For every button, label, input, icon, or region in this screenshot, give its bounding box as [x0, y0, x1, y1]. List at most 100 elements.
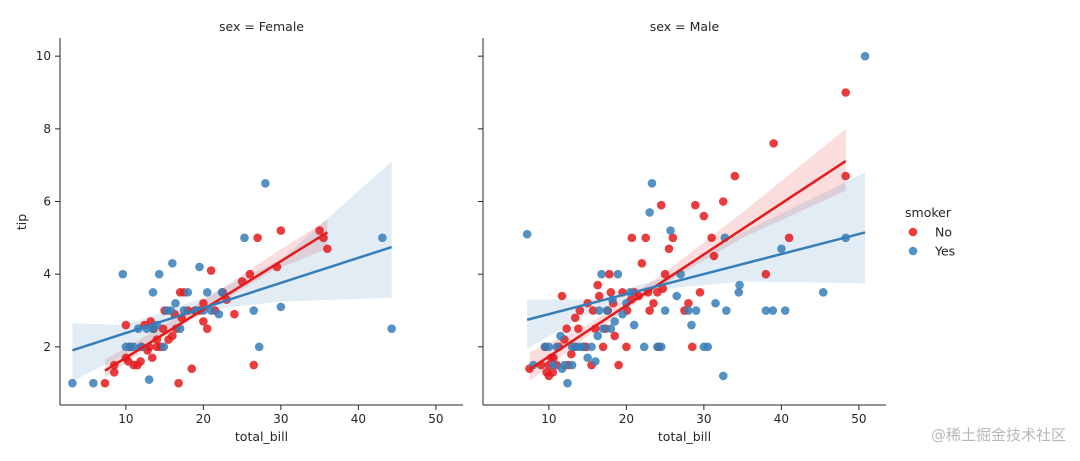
point-yes — [594, 306, 604, 315]
point-yes — [735, 280, 744, 290]
point-no — [641, 233, 651, 243]
point-no — [709, 251, 719, 261]
point-yes — [711, 298, 720, 308]
point-no — [637, 258, 647, 268]
facet-title: sex = Female — [219, 19, 304, 34]
y-axis-label: tip — [14, 214, 29, 230]
point-yes — [691, 306, 701, 315]
legend-marker-yes — [908, 246, 918, 256]
point-no — [614, 360, 623, 370]
point-no — [147, 353, 157, 363]
point-yes — [718, 371, 728, 381]
point-yes — [166, 306, 176, 315]
point-no — [687, 342, 697, 352]
point-yes — [687, 320, 696, 330]
point-yes — [148, 288, 158, 297]
regression-line-no — [528, 159, 847, 371]
point-no — [158, 324, 168, 333]
point-no — [100, 378, 110, 388]
point-yes — [777, 244, 786, 254]
point-yes — [602, 306, 612, 315]
point-yes — [144, 375, 154, 384]
point-no — [841, 88, 850, 97]
point-yes — [159, 342, 169, 352]
point-yes — [118, 269, 128, 279]
point-no — [574, 324, 583, 333]
point-yes — [703, 342, 713, 352]
point-no — [610, 331, 620, 341]
x-tick-label: 30 — [696, 412, 711, 426]
x-tick-label: 20 — [196, 412, 211, 426]
point-no — [761, 269, 771, 279]
point-yes — [722, 306, 731, 315]
point-yes — [645, 208, 654, 217]
point-yes — [89, 378, 98, 388]
point-yes — [261, 179, 270, 188]
point-yes — [629, 320, 639, 330]
facet-panel-2: sex = Male 10 20 30 40 50 total_bill — [478, 19, 886, 444]
point-no — [660, 269, 670, 279]
point-no — [199, 317, 208, 326]
point-no — [199, 298, 208, 308]
y-tick-label: 8 — [43, 122, 51, 136]
legend-label-no: No — [935, 225, 952, 240]
point-no — [249, 360, 259, 370]
point-yes — [522, 229, 532, 239]
point-no — [593, 280, 602, 290]
point-yes — [217, 288, 227, 297]
point-yes — [660, 306, 670, 315]
point-yes — [656, 342, 666, 352]
point-yes — [240, 233, 249, 243]
point-no — [649, 298, 658, 308]
x-tick-label: 40 — [351, 412, 366, 426]
point-no — [658, 284, 668, 294]
point-yes — [249, 306, 259, 315]
point-no — [656, 200, 666, 210]
point-no — [718, 197, 728, 206]
point-no — [606, 288, 616, 297]
point-no — [645, 306, 654, 315]
x-tick-label: 50 — [428, 412, 443, 426]
point-no — [769, 139, 778, 148]
x-axis-label: total_bill — [658, 429, 711, 444]
y-tick-label: 10 — [36, 49, 51, 63]
y-tick-label: 4 — [43, 267, 51, 281]
point-no — [784, 233, 794, 243]
point-no — [557, 291, 567, 301]
point-yes — [860, 51, 870, 61]
point-no — [730, 171, 740, 181]
point-yes — [168, 258, 177, 268]
facet-panel-1: sex = Female 10 20 30 40 50 2 4 6 8 10 total_bill — [36, 19, 463, 444]
facet-title: sex = Male — [650, 19, 720, 34]
point-yes — [587, 342, 596, 352]
point-no — [707, 233, 716, 243]
point-no — [695, 288, 705, 297]
point-no — [699, 211, 709, 221]
watermark-text: @稀土掘金技术社区 — [930, 426, 1066, 444]
point-yes — [684, 306, 693, 315]
point-yes — [549, 360, 558, 370]
point-no — [598, 342, 608, 352]
point-yes — [597, 269, 606, 279]
point-yes — [647, 179, 657, 188]
point-no — [588, 306, 598, 315]
point-no — [664, 244, 674, 254]
point-yes — [818, 288, 828, 297]
point-yes — [666, 226, 675, 235]
legend-title: smoker — [905, 205, 952, 220]
point-no — [245, 269, 255, 279]
point-yes — [171, 298, 180, 308]
point-yes — [639, 342, 649, 352]
point-yes — [593, 331, 602, 341]
point-no — [121, 320, 131, 330]
legend: smoker No Yes — [905, 205, 955, 259]
y-tick-label: 2 — [43, 340, 51, 354]
x-tick-label: 40 — [774, 412, 789, 426]
point-no — [168, 331, 177, 341]
point-no — [323, 244, 332, 254]
point-yes — [183, 288, 193, 297]
point-yes — [618, 309, 627, 319]
point-no — [622, 342, 631, 352]
point-no — [562, 324, 571, 333]
point-yes — [202, 288, 212, 297]
